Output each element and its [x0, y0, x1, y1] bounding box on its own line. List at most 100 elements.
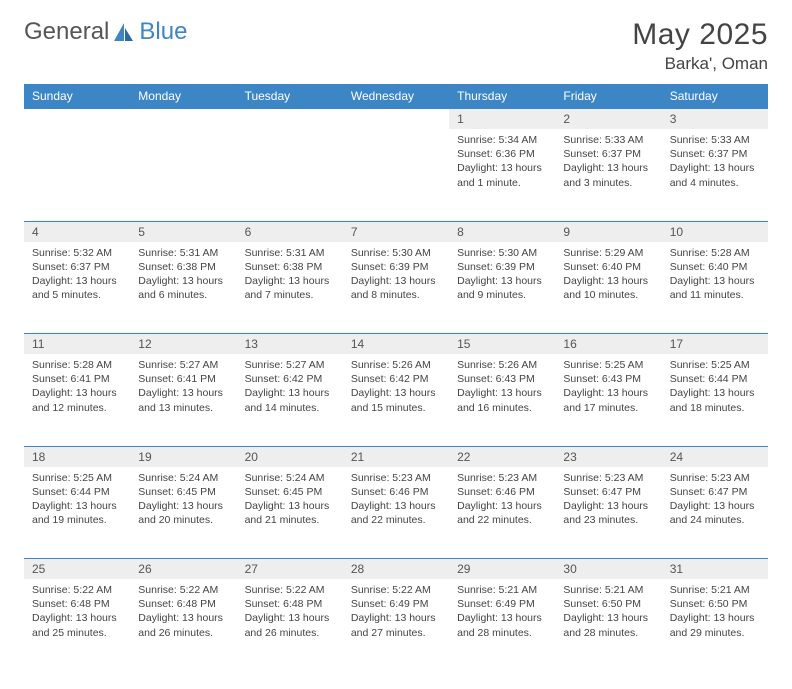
- daylight-line: Daylight: 13 hours and 29 minutes.: [670, 611, 760, 639]
- day-details-cell: Sunrise: 5:31 AMSunset: 6:38 PMDaylight:…: [130, 242, 236, 334]
- day-number-cell: 8: [449, 221, 555, 242]
- daynum-row: 18192021222324: [24, 446, 768, 467]
- details-row: Sunrise: 5:28 AMSunset: 6:41 PM Daylight:…: [24, 354, 768, 446]
- daylight-line: Daylight: 13 hours and 28 minutes.: [563, 611, 653, 639]
- daynum-row: 11121314151617: [24, 334, 768, 355]
- month-title: May 2025: [632, 18, 768, 52]
- daylight-line: Daylight: 13 hours and 17 minutes.: [563, 386, 653, 414]
- day-details: Sunrise: 5:24 AMSunset: 6:45 PMDaylight:…: [130, 467, 236, 534]
- day-details: Sunrise: 5:31 AMSunset: 6:38 PMDaylight:…: [130, 242, 236, 309]
- daylight-line: Daylight: 13 hours and 11 minutes.: [670, 274, 760, 302]
- day-number-cell: 31: [662, 559, 768, 580]
- day-details-cell: Sunrise: 5:33 AMSunset: 6:37 PMDaylight:…: [662, 129, 768, 221]
- sunrise-line: Sunrise: 5:29 AM: [563, 246, 653, 260]
- day-details-cell: Sunrise: 5:27 AMSunset: 6:42 PMDaylight:…: [237, 354, 343, 446]
- sunset-line: Sunset: 6:46 PM: [351, 485, 441, 499]
- day-number-cell: 24: [662, 446, 768, 467]
- daylight-line: Daylight: 13 hours and 14 minutes.: [245, 386, 335, 414]
- sunrise-line: Sunrise: 5:28 AM: [32, 358, 122, 372]
- day-details-cell: Sunrise: 5:24 AMSunset: 6:45 PMDaylight:…: [237, 467, 343, 559]
- day-details-cell: Sunrise: 5:22 AMSunset: 6:49 PMDaylight:…: [343, 579, 449, 671]
- day-details: Sunrise: 5:28 AMSunset: 6:40 PMDaylight:…: [662, 242, 768, 309]
- day-number-cell: 14: [343, 334, 449, 355]
- day-number-cell: 15: [449, 334, 555, 355]
- weekday-friday: Friday: [555, 84, 661, 109]
- daylight-line: Daylight: 13 hours and 8 minutes.: [351, 274, 441, 302]
- day-details: Sunrise: 5:26 AMSunset: 6:42 PMDaylight:…: [343, 354, 449, 421]
- sunrise-line: Sunrise: 5:30 AM: [457, 246, 547, 260]
- sunset-line: Sunset: 6:43 PM: [563, 372, 653, 386]
- sunrise-line: Sunrise: 5:23 AM: [563, 471, 653, 485]
- details-row: Sunrise: 5:25 AMSunset: 6:44 PMDaylight:…: [24, 467, 768, 559]
- sunrise-line: Sunrise: 5:27 AM: [138, 358, 228, 372]
- sunset-line: Sunset: 6:42 PM: [245, 372, 335, 386]
- day-details: Sunrise: 5:22 AMSunset: 6:49 PMDaylight:…: [343, 579, 449, 646]
- day-number-cell: 29: [449, 559, 555, 580]
- daylight-line: Daylight: 13 hours and 15 minutes.: [351, 386, 441, 414]
- day-number-cell: 25: [24, 559, 130, 580]
- sunset-line: Sunset: 6:50 PM: [670, 597, 760, 611]
- sunset-line: Sunset: 6:37 PM: [670, 147, 760, 161]
- sunrise-line: Sunrise: 5:24 AM: [138, 471, 228, 485]
- sunrise-line: Sunrise: 5:30 AM: [351, 246, 441, 260]
- day-details-cell: Sunrise: 5:25 AMSunset: 6:44 PMDaylight:…: [24, 467, 130, 559]
- sunset-line: Sunset: 6:37 PM: [563, 147, 653, 161]
- sunrise-line: Sunrise: 5:25 AM: [670, 358, 760, 372]
- day-number-cell: 20: [237, 446, 343, 467]
- day-details-cell: Sunrise: 5:23 AMSunset: 6:47 PMDaylight:…: [555, 467, 661, 559]
- day-details-cell: Sunrise: 5:31 AMSunset: 6:38 PMDaylight:…: [237, 242, 343, 334]
- daylight-line: Daylight: 13 hours and 26 minutes.: [138, 611, 228, 639]
- sunset-line: Sunset: 6:40 PM: [563, 260, 653, 274]
- day-number-cell: 22: [449, 446, 555, 467]
- day-details: Sunrise: 5:25 AMSunset: 6:44 PMDaylight:…: [662, 354, 768, 421]
- daylight-line: Daylight: 13 hours and 26 minutes.: [245, 611, 335, 639]
- day-details-cell: Sunrise: 5:25 AMSunset: 6:43 PMDaylight:…: [555, 354, 661, 446]
- weekday-thursday: Thursday: [449, 84, 555, 109]
- day-number-cell: 23: [555, 446, 661, 467]
- sunrise-line: Sunrise: 5:22 AM: [32, 583, 122, 597]
- sunset-line: Sunset: 6:39 PM: [457, 260, 547, 274]
- day-details: Sunrise: 5:23 AMSunset: 6:46 PMDaylight:…: [343, 467, 449, 534]
- sunset-line: Sunset: 6:42 PM: [351, 372, 441, 386]
- day-details: Sunrise: 5:21 AMSunset: 6:50 PMDaylight:…: [662, 579, 768, 646]
- details-row: Sunrise: 5:22 AMSunset: 6:48 PMDaylight:…: [24, 579, 768, 671]
- day-details-cell: Sunrise: 5:33 AMSunset: 6:37 PMDaylight:…: [555, 129, 661, 221]
- day-details: Sunrise: 5:30 AMSunset: 6:39 PMDaylight:…: [343, 242, 449, 309]
- sunset-line: Sunset: 6:41 PM: [32, 372, 122, 386]
- day-details-cell: Sunrise: 5:22 AMSunset: 6:48 PMDaylight:…: [237, 579, 343, 671]
- sunset-line: Sunset: 6:49 PM: [457, 597, 547, 611]
- sunset-line: Sunset: 6:47 PM: [670, 485, 760, 499]
- day-details: Sunrise: 5:22 AMSunset: 6:48 PMDaylight:…: [24, 579, 130, 646]
- daylight-line: Daylight: 13 hours and 22 minutes.: [457, 499, 547, 527]
- day-number-cell: 10: [662, 221, 768, 242]
- day-details: Sunrise: 5:25 AMSunset: 6:43 PMDaylight:…: [555, 354, 661, 421]
- day-number-cell: 26: [130, 559, 236, 580]
- weekday-wednesday: Wednesday: [343, 84, 449, 109]
- sunset-line: Sunset: 6:47 PM: [563, 485, 653, 499]
- sunrise-line: Sunrise: 5:33 AM: [563, 133, 653, 147]
- daylight-line: Daylight: 13 hours and 7 minutes.: [245, 274, 335, 302]
- day-number-cell: [343, 109, 449, 130]
- daylight-line: Daylight: 13 hours and 1 minute.: [457, 161, 547, 189]
- day-number-cell: [24, 109, 130, 130]
- day-details: Sunrise: 5:33 AMSunset: 6:37 PMDaylight:…: [662, 129, 768, 196]
- day-details-cell: Sunrise: 5:28 AMSunset: 6:41 PMDaylight:…: [24, 354, 130, 446]
- daylight-line: Daylight: 13 hours and 27 minutes.: [351, 611, 441, 639]
- sunset-line: Sunset: 6:49 PM: [351, 597, 441, 611]
- daylight-line: Daylight: 13 hours and 10 minutes.: [563, 274, 653, 302]
- day-details: Sunrise: 5:29 AMSunset: 6:40 PMDaylight:…: [555, 242, 661, 309]
- daylight-line: Daylight: 13 hours and 13 minutes.: [138, 386, 228, 414]
- day-details-cell: Sunrise: 5:27 AMSunset: 6:41 PMDaylight:…: [130, 354, 236, 446]
- day-number-cell: 18: [24, 446, 130, 467]
- calendar-table: SundayMondayTuesdayWednesdayThursdayFrid…: [24, 84, 768, 671]
- brand-logo: General Blue: [24, 18, 187, 46]
- calendar-page: General Blue May 2025 Barka', Oman Sunda…: [0, 0, 792, 689]
- day-details-cell: [343, 129, 449, 221]
- sunset-line: Sunset: 6:38 PM: [245, 260, 335, 274]
- sunrise-line: Sunrise: 5:25 AM: [32, 471, 122, 485]
- daylight-line: Daylight: 13 hours and 25 minutes.: [32, 611, 122, 639]
- day-number-cell: [130, 109, 236, 130]
- daylight-line: Daylight: 13 hours and 6 minutes.: [138, 274, 228, 302]
- day-details: Sunrise: 5:28 AMSunset: 6:41 PMDaylight:…: [24, 354, 130, 421]
- title-block: May 2025 Barka', Oman: [632, 18, 768, 74]
